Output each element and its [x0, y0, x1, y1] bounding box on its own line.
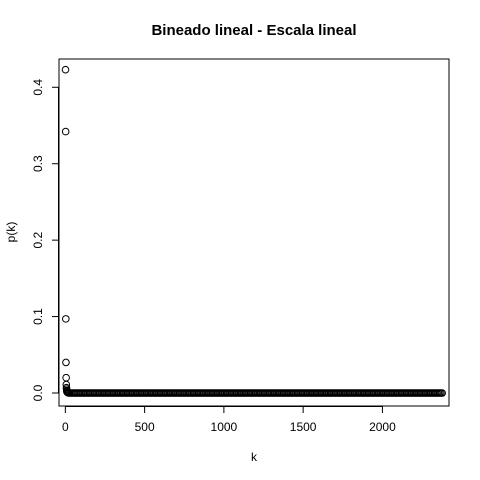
- data-point: [61, 127, 70, 136]
- data-point: [438, 389, 446, 397]
- y-tick-label: 0.2: [31, 231, 45, 248]
- y-tick-label: 0.1: [31, 308, 45, 325]
- y-tick-label: 0.3: [31, 155, 45, 172]
- data-point: [62, 315, 70, 323]
- y-tick-label: 0.4: [31, 79, 45, 96]
- x-tick-label: 500: [135, 420, 155, 434]
- x-tick-label: 1000: [211, 420, 238, 434]
- data-point: [61, 65, 70, 74]
- x-axis: 0 500 1000 1500 2000: [62, 406, 396, 434]
- x-tick-label: 2000: [369, 420, 396, 434]
- data-point: [62, 358, 70, 367]
- chart-title: Bineado lineal - Escala lineal: [151, 22, 356, 39]
- plot-area: [58, 58, 450, 407]
- y-axis: 0.0 0.1 0.2 0.3 0.4: [31, 79, 59, 401]
- y-axis-label: p(k): [4, 222, 18, 243]
- x-axis-label: k: [251, 450, 258, 464]
- plot-frame: [58, 58, 450, 407]
- y-tick-label: 0.0: [31, 384, 45, 401]
- data-point: [62, 373, 70, 382]
- x-tick-label: 0: [62, 420, 69, 434]
- data-points: [61, 65, 446, 397]
- x-tick-label: 1500: [290, 420, 317, 434]
